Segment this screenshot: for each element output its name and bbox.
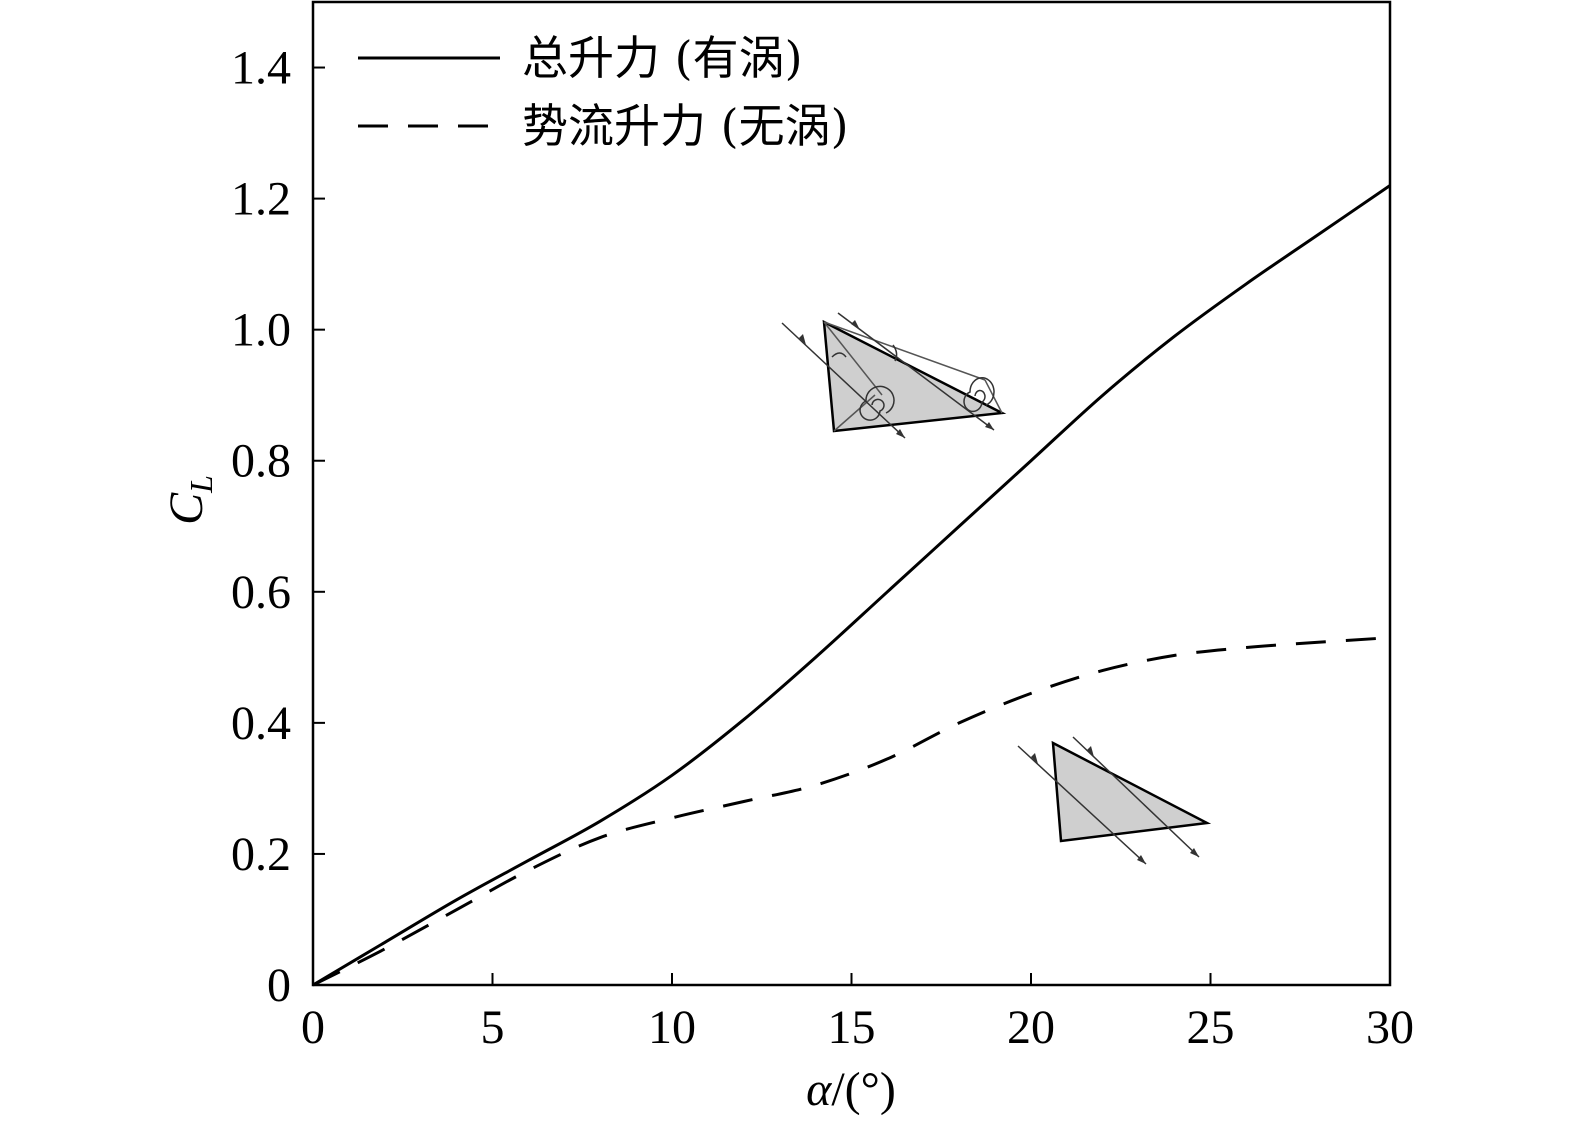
streamline-1 xyxy=(781,322,906,439)
vortex-wing-illustration xyxy=(781,312,1007,439)
x-tick-label: 20 xyxy=(1007,1001,1055,1054)
y-tick-label: 0 xyxy=(267,959,291,1012)
plot-frame xyxy=(311,0,1392,987)
y-tick-label: 1.4 xyxy=(231,42,291,95)
x-tick-label: 0 xyxy=(301,1001,325,1054)
y-tick-label: 0.4 xyxy=(231,697,291,750)
x-tick-label: 25 xyxy=(1187,1001,1235,1054)
y-axis-label: CL xyxy=(160,475,219,525)
y-tick-label: 0.6 xyxy=(231,566,291,619)
legend: 总升力 (有涡) 势流升力 (无涡) xyxy=(358,31,849,153)
legend-label-total-lift: 总升力 (有涡) xyxy=(522,31,803,85)
series-line-total-lift xyxy=(312,184,1391,987)
y-tick-label: 0.8 xyxy=(231,435,291,488)
x-axis-ticks: 0 5 10 15 20 25 30 xyxy=(301,973,1414,1054)
x-tick-label: 30 xyxy=(1366,1001,1414,1054)
series-layer xyxy=(312,184,1391,987)
y-tick-label: 1.0 xyxy=(231,304,291,357)
series-line-potential-lift xyxy=(312,636,1391,987)
potential-flow-wing-illustration xyxy=(1017,736,1212,865)
streamline-3 xyxy=(1017,745,1147,865)
vortex-spiral-left xyxy=(859,385,895,421)
x-axis-label: α/(°) xyxy=(806,1063,896,1116)
x-tick-label: 15 xyxy=(828,1001,876,1054)
x-tick-label: 10 xyxy=(648,1001,696,1054)
vortex-spiral-right xyxy=(963,377,995,413)
y-axis-ticks: 0 0.2 0.4 0.6 0.8 1.0 1.2 1.4 xyxy=(231,42,325,1012)
x-tick-label: 5 xyxy=(481,1001,505,1054)
y-tick-label: 1.2 xyxy=(231,173,291,226)
legend-label-potential-lift: 势流升力 (无涡) xyxy=(522,99,849,153)
streamline-2 xyxy=(837,312,995,431)
y-tick-label: 0.2 xyxy=(231,828,291,881)
